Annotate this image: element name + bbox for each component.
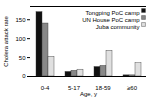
svg-text:150: 150 [15,17,26,23]
svg-text:50: 50 [19,55,26,61]
svg-text:0-4: 0-4 [41,85,50,91]
svg-text:≥60: ≥60 [127,85,138,91]
svg-text:Tongping PoC camp: Tongping PoC camp [85,10,140,16]
svg-text:18-59: 18-59 [95,85,111,91]
svg-text:100: 100 [15,36,26,42]
svg-text:Juba community: Juba community [96,24,140,30]
svg-text:0: 0 [22,73,26,79]
svg-text:Age, y: Age, y [80,91,97,97]
svg-text:UN House PoC camp: UN House PoC camp [82,17,140,23]
svg-text:5-17: 5-17 [68,85,81,91]
svg-text:Cholera attack rate: Cholera attack rate [3,15,9,66]
